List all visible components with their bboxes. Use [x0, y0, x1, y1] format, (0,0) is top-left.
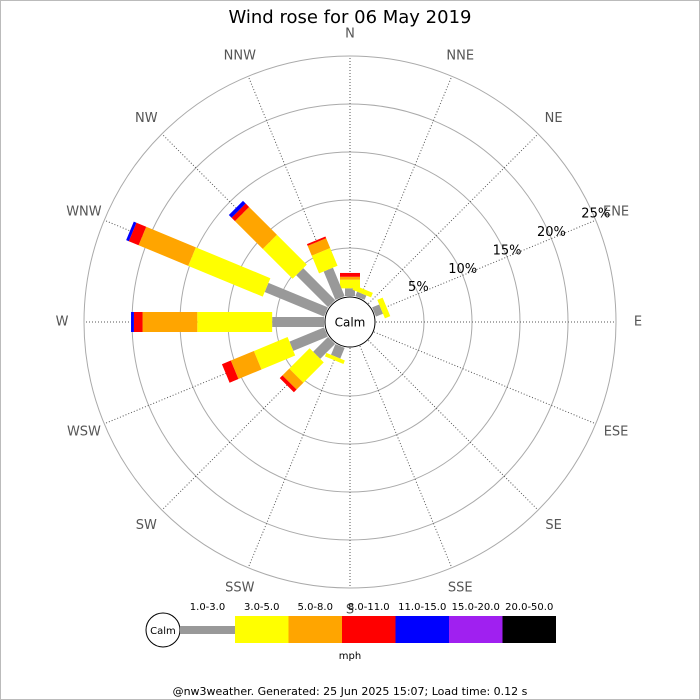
bar-segment	[306, 236, 327, 246]
bar-segment	[234, 206, 277, 249]
calm-label: Calm	[335, 316, 366, 330]
legend-label: 3.0-5.0	[244, 602, 279, 613]
bar-segment	[307, 238, 331, 256]
bar-segment	[228, 200, 246, 218]
direction-label: NNW	[224, 48, 256, 63]
direction-label: W	[56, 315, 69, 330]
ring-label: 5%	[408, 280, 429, 295]
spoke	[247, 345, 341, 568]
ring	[83, 55, 617, 589]
bar-segment	[133, 312, 143, 332]
direction-label: NNE	[446, 48, 474, 63]
bar-segment	[323, 267, 345, 300]
direction-label: NW	[135, 111, 158, 126]
bar-segment	[231, 203, 250, 222]
footer: @nw3weather. Generated: 25 Jun 2025 15:0…	[173, 685, 528, 698]
bar-segment	[197, 312, 273, 332]
chart-title: Wind rose for 06 May 2019	[229, 7, 472, 28]
legend-label: 5.0-8.0	[298, 602, 333, 613]
direction-label: N	[345, 27, 355, 42]
spoke	[373, 331, 596, 425]
ring-label: 20%	[537, 225, 566, 240]
bar-segment	[142, 312, 198, 332]
direction-label: WSW	[67, 425, 101, 440]
ring-label: 15%	[493, 243, 522, 258]
legend-swatch	[342, 616, 396, 643]
legend-swatch	[288, 616, 342, 643]
direction-label: ENE	[603, 204, 629, 219]
bar-segment	[340, 279, 360, 289]
legend-swatch	[449, 616, 503, 643]
direction-label: SW	[136, 518, 157, 533]
legend-swatch	[502, 616, 556, 643]
legend-swatch	[180, 626, 235, 634]
bar-segment	[355, 291, 367, 300]
bar-segment	[128, 222, 147, 246]
ring-label: 25%	[581, 207, 610, 222]
bar-segment	[264, 282, 328, 317]
legend-swatch	[395, 616, 449, 643]
calm-circle	[324, 296, 376, 348]
bar-segment	[272, 317, 325, 327]
bar-segment	[352, 285, 373, 298]
bar-segment	[340, 276, 360, 280]
spoke	[373, 219, 596, 313]
legend-swatch	[235, 616, 289, 643]
bar-segment	[282, 368, 304, 390]
spoke	[368, 133, 539, 304]
legend-label: 15.0-20.0	[452, 602, 500, 613]
direction-label: WNW	[66, 204, 102, 219]
direction-label: E	[634, 315, 642, 330]
bar-segment	[324, 352, 345, 365]
bar-segment	[221, 360, 239, 383]
legend-label: 20.0-50.0	[505, 602, 553, 613]
bar-segment	[253, 337, 296, 370]
spoke	[359, 76, 453, 299]
direction-label: SE	[545, 518, 561, 533]
legend-label: 11.0-15.0	[398, 602, 446, 613]
bar-segment	[289, 348, 324, 383]
bar-segment	[188, 247, 271, 297]
bar-segment	[138, 226, 196, 266]
direction-label: SSE	[448, 581, 473, 596]
bar-segment	[377, 297, 391, 319]
bar-segment	[230, 350, 262, 380]
bar-segment	[289, 327, 328, 351]
bar-segment	[331, 344, 345, 359]
bar-segment	[262, 234, 307, 279]
bar-segment	[296, 268, 336, 308]
bar-segment	[313, 336, 336, 359]
direction-label: S	[346, 603, 354, 618]
bar-segment	[311, 248, 338, 274]
legend-title: mph	[339, 651, 361, 662]
bar-segment	[340, 272, 360, 277]
legend-calm-label: Calm	[150, 626, 176, 637]
legend-label: 8.0-11.0	[348, 602, 390, 613]
spoke	[359, 345, 453, 568]
bar-segment	[372, 304, 384, 317]
legend-label: 1.0-3.0	[190, 602, 225, 613]
bar-segment	[131, 312, 134, 332]
ring-label: 10%	[448, 262, 477, 277]
bar-segment	[345, 288, 355, 296]
bar-segment	[126, 221, 137, 242]
spoke	[368, 340, 539, 511]
direction-label: SSW	[225, 581, 255, 596]
direction-label: ESE	[604, 425, 629, 440]
direction-label: NE	[545, 111, 563, 126]
bar-segment	[279, 375, 297, 393]
